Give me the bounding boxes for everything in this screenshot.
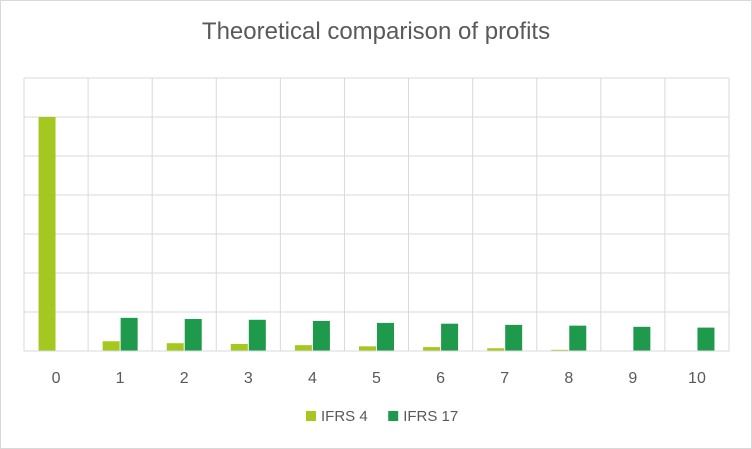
x-tick-label: 2 xyxy=(180,370,189,387)
x-tick-label: 0 xyxy=(52,370,61,387)
gridlines xyxy=(23,77,730,351)
bar-ifrs-17-3 xyxy=(248,319,266,351)
bar-ifrs-17-1 xyxy=(120,317,138,351)
x-tick-label: 10 xyxy=(688,370,706,387)
x-tick-label: 6 xyxy=(436,370,445,387)
bar-ifrs-4-6 xyxy=(423,347,441,351)
bar-ifrs-17-5 xyxy=(377,322,394,351)
bar-ifrs-17-2 xyxy=(184,319,202,351)
bar-ifrs-17-6 xyxy=(441,323,459,351)
x-tick-label: 7 xyxy=(500,370,509,387)
bar-ifrs-4-3 xyxy=(230,343,248,351)
x-axis: 0 1 2 3 4 5 6 7 8 9 10 xyxy=(24,350,729,387)
x-tick-label: 9 xyxy=(628,370,637,387)
bar-ifrs-17-8 xyxy=(569,325,587,351)
bar-ifrs-17-10 xyxy=(697,327,715,351)
x-tick-label: 3 xyxy=(244,370,253,387)
x-tick-label: 4 xyxy=(308,370,317,387)
bar-ifrs-4-8 xyxy=(551,349,569,351)
bar-ifrs-4-0 xyxy=(38,117,56,351)
bars xyxy=(38,117,715,351)
legend-label: IFRS 4 xyxy=(321,408,368,425)
bar-ifrs-4-4 xyxy=(294,345,312,351)
bar-ifrs-4-2 xyxy=(166,343,184,351)
bar-ifrs-4-7 xyxy=(487,348,505,351)
x-tick-label: 1 xyxy=(116,370,125,387)
bar-ifrs-17-7 xyxy=(505,324,523,351)
x-tick-label: 8 xyxy=(564,370,573,387)
legend-swatch xyxy=(306,411,316,421)
x-tick-label: 5 xyxy=(372,370,381,387)
chart-title: Theoretical comparison of profits xyxy=(201,18,551,45)
bar-ifrs-17-9 xyxy=(633,326,651,351)
bar-ifrs-4-5 xyxy=(359,346,376,351)
legend: IFRS 4 IFRS 17 xyxy=(306,408,458,425)
bar-ifrs-17-4 xyxy=(312,320,330,351)
legend-swatch xyxy=(388,411,399,421)
legend-label: IFRS 17 xyxy=(403,408,458,425)
bar-ifrs-4-1 xyxy=(102,341,120,351)
